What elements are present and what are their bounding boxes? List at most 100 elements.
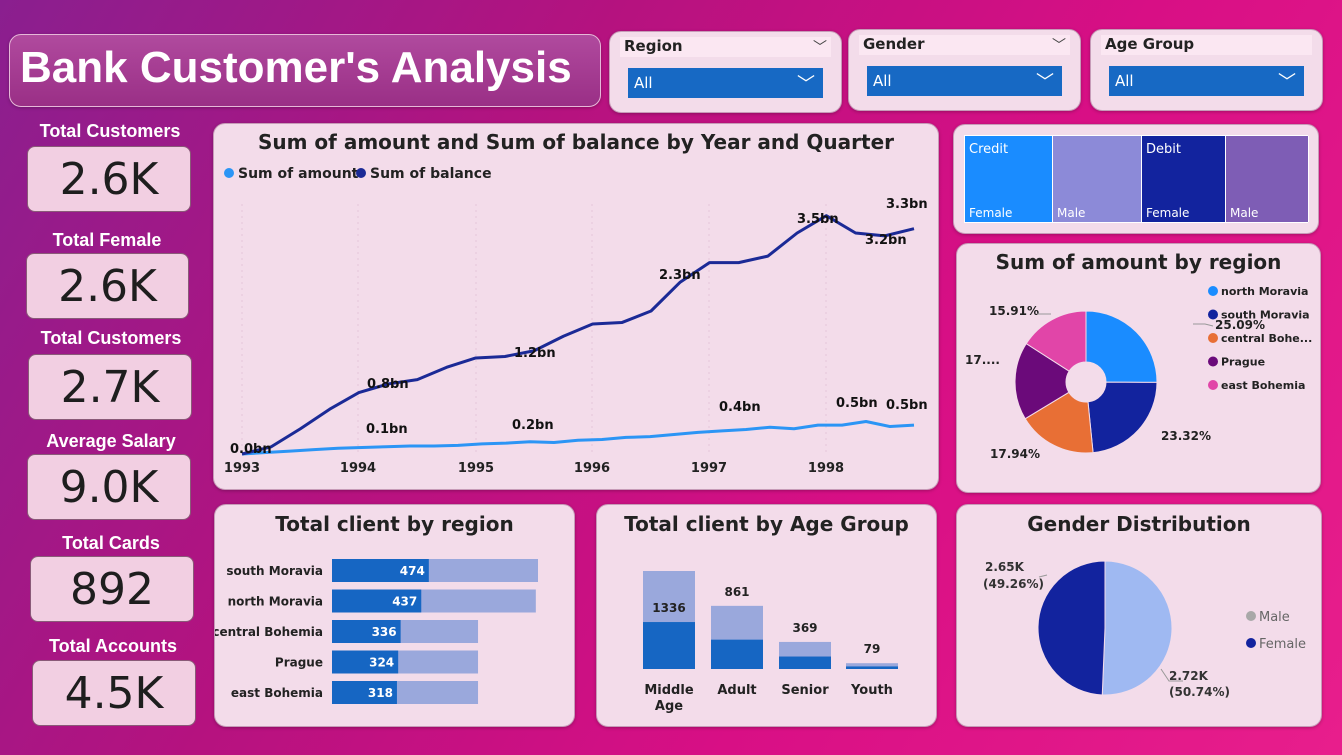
kpi-value: 4.5K [64,668,164,719]
kpi-total-accounts: 4.5K [32,660,196,726]
kpi-label: Average Salary [46,431,176,451]
dashboard-title: Bank Customer's Analysis [9,34,601,107]
chevron-down-icon[interactable]: ﹀ [1278,72,1296,93]
category-label: central Bohemia [215,625,323,639]
data-label: 3.5bn [797,212,839,227]
legend-label: north Moravia [1221,285,1308,298]
gender-slicer-label: Gender ﹀ [859,35,1070,55]
data-label: 318 [368,686,393,700]
data-label: (49.26%) [983,577,1044,591]
legend-label: south Moravia [1221,309,1310,322]
x-tick-label: 1995 [458,461,494,476]
legend-sum-of-balance[interactable]: Sum of balance [356,166,492,182]
kpi-value: 2.6K [58,261,157,312]
tile-type-label: Debit [1146,142,1181,157]
kpi-value: 2.6K [59,154,159,205]
column [779,656,831,669]
category-label: Age [655,699,683,714]
data-label: 369 [792,621,817,635]
gender-dropdown[interactable]: All ﹀ [867,66,1062,96]
treemap-tile[interactable]: Debit Female [1142,136,1226,222]
data-label: 3.2bn [865,233,907,248]
treemap-tile[interactable]: Male [1226,136,1309,222]
kpi-label: Total Cards [62,533,160,553]
kpi-label: Total Female [52,230,162,250]
kpi-label: Total Customers [40,328,182,348]
pie-slice [1087,381,1158,454]
data-label: 0.4bn [719,400,761,415]
chart-title: Total client by Age Group [624,512,909,536]
data-label: 17.... [965,353,1000,367]
data-label: 0.8bn [367,377,409,392]
category-label: Senior [781,683,829,698]
bar [332,650,399,674]
gender-slicer[interactable]: Gender ﹀ All ﹀ [848,29,1081,111]
chevron-down-icon[interactable]: ﹀ [797,74,815,95]
line-chart-panel: Sum of amount and Sum of balance by Year… [213,123,939,490]
kpi-value: 892 [70,564,154,615]
data-label: 0.0bn [230,442,272,457]
category-label: Adult [717,683,756,698]
bar [332,589,422,613]
region-slicer[interactable]: Region ﹀ All ﹀ [609,31,842,113]
data-label: 0.5bn [836,396,878,411]
legend-dot [1208,333,1218,343]
chevron-down-icon[interactable]: ﹀ [813,40,827,56]
legend-label: Prague [1221,356,1265,369]
data-label: 861 [724,585,749,599]
tile-gender-label: Female [1146,206,1190,220]
legend-dot [1208,380,1218,390]
category-label: Youth [850,683,893,698]
kpi-average-salary: 9.0K [27,454,191,520]
legend-sum-of-amount[interactable]: Sum of amount [224,166,358,182]
card-type-treemap: Credit Female Male Debit Female Male [964,135,1309,223]
data-label: 0.2bn [512,418,554,433]
series-line-sum-of-balance [241,214,915,456]
chart-title: Gender Distribution [1027,512,1251,536]
data-label: 324 [369,656,394,670]
region-dropdown[interactable]: All ﹀ [628,68,823,98]
pie-slice [1101,560,1173,696]
kpi-label: Total Customers [39,121,181,141]
pie-slice [1014,342,1070,420]
gender-pie-panel: Gender Distribution 2.72K (50.74%) 2.65K (4… [956,504,1322,727]
series-line-sum-of-amount [241,420,915,456]
pie-slice [1024,391,1094,454]
category-label: south Moravia [226,564,323,578]
treemap-tile[interactable]: Credit Female [965,136,1053,222]
legend-label: east Bohemia [1221,379,1305,392]
card-type-treemap-panel: Credit Female Male Debit Female Male [953,124,1319,234]
chart-title: Total client by region [275,512,514,536]
age-column-panel: Total client by Age Group 1336 Middle Age 8… [596,504,937,727]
kpi-total-female: 2.6K [26,253,189,319]
tile-gender-label: Female [969,206,1013,220]
x-tick-label: 1993 [224,461,260,476]
data-label: 25.09% [1215,318,1265,332]
treemap-tile[interactable]: Male [1053,136,1142,222]
column [643,622,695,669]
column [846,666,898,669]
kpi-label: Total Accounts [48,636,177,656]
chevron-down-icon[interactable]: ﹀ [1052,38,1066,54]
data-label: 2.3bn [659,268,701,283]
tile-type-label: Credit [969,142,1009,157]
region-pie-chart: 25.09% 23.32% 17.94% 17.... 15.91% north Mora… [965,285,1312,461]
kpi-value: 9.0K [59,462,159,513]
kpi-value: 2.7K [60,362,160,413]
region-bar-chart: south Moravia 474 north Moravia 437 central … [215,559,538,704]
data-label: 2.72K [1169,669,1209,683]
tile-gender-label: Male [1230,206,1259,220]
leader-line [1038,574,1048,578]
category-label: Prague [275,656,323,670]
legend-label: Male [1259,610,1290,625]
category-label: north Moravia [228,595,323,609]
legend-dot [224,168,234,178]
age-group-dropdown[interactable]: All ﹀ [1109,66,1304,96]
data-label: (50.74%) [1169,685,1230,699]
kpi-total-customers-2: 2.7K [28,354,192,420]
tile-gender-label: Male [1057,206,1086,220]
age-group-slicer[interactable]: Age Group All ﹀ [1090,29,1323,111]
chevron-down-icon[interactable]: ﹀ [1036,72,1054,93]
pie-slice [1085,310,1158,383]
